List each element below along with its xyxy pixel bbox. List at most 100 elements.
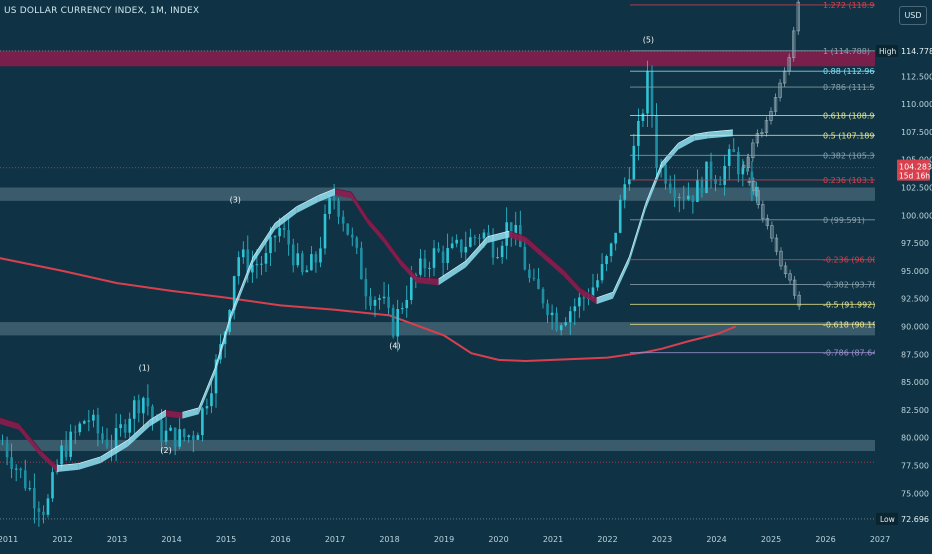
- ribbon-edge-22: [400, 258, 417, 277]
- candle-body-5: [23, 470, 27, 489]
- projection-down-body-11: [797, 294, 801, 307]
- ribbon-edge-7: [127, 419, 150, 441]
- candle-body-77: [350, 234, 354, 238]
- wave-label-4: (5): [643, 36, 654, 45]
- x-tick-13: 2024: [706, 535, 726, 544]
- candle-body-106: [482, 232, 486, 239]
- candle-body-61: [278, 227, 281, 237]
- fibonacci-levels: 1.272 (118.921) 1 (114.788) 0.88 (112.964)…: [630, 1, 888, 358]
- projection-up-body-2: [751, 142, 755, 159]
- ribbon-edge-9: [166, 409, 183, 413]
- candle-body-65: [296, 253, 300, 266]
- x-tick-6: 2017: [325, 535, 345, 544]
- candle-body-96: [437, 248, 440, 252]
- projection-up-body-1: [746, 157, 750, 168]
- zone-2: [0, 322, 875, 336]
- projection-up-body-11: [792, 30, 796, 58]
- ribbon-segment-17: [318, 188, 335, 202]
- candle-body-122: [555, 312, 558, 331]
- candle-body-28: [128, 418, 132, 433]
- candle-body-110: [500, 245, 504, 258]
- candle-body-55: [251, 264, 254, 273]
- candle-body-6: [28, 488, 32, 490]
- chart-title: US DOLLAR CURRENCY INDEX, 1M, INDEX: [4, 6, 200, 16]
- candle-body-124: [564, 322, 568, 326]
- low-tag: [876, 512, 898, 525]
- projection-down-body-0: [747, 181, 751, 183]
- ribbon-edge-15: [274, 206, 298, 224]
- candle-body-147: [668, 183, 672, 190]
- ribbon-segment-22: [400, 258, 417, 283]
- ribbon-edge-36: [661, 142, 679, 163]
- support-resistance-zones: [0, 50, 875, 452]
- candle-body-131: [596, 280, 599, 288]
- candle-body-9: [42, 511, 45, 515]
- candle-body-38: [173, 427, 177, 447]
- candle-body-119: [541, 289, 545, 304]
- ribbon-segment-37: [678, 134, 695, 150]
- ribbon-edge-13: [231, 256, 254, 313]
- candle-body-130: [591, 287, 595, 299]
- candle-body-71: [323, 213, 327, 249]
- y-tick-14: 77.500: [901, 462, 929, 471]
- candle-body-143: [650, 71, 654, 116]
- candle-body-2: [10, 457, 13, 470]
- candle-body-158: [718, 183, 722, 185]
- x-tick-15: 2026: [815, 535, 835, 544]
- candle-body-33: [151, 406, 154, 419]
- candle-body-117: [532, 277, 536, 279]
- candle-body-78: [355, 237, 359, 248]
- ribbon-segment-14: [253, 223, 276, 263]
- wave-labels: (1) (2) (3) (4) (5): [139, 36, 654, 455]
- projection-down-body-5: [770, 225, 774, 239]
- candle-body-166: [755, 186, 758, 197]
- x-axis[interactable]: 2011 2012 2013 2014 2015 2016 2017 2018 2019 2020…: [0, 529, 890, 550]
- candle-body-132: [600, 264, 604, 281]
- zone-1: [0, 187, 875, 201]
- x-tick-12: 2023: [652, 535, 672, 544]
- projection-up-body-3: [755, 133, 760, 144]
- projection-down-body-10: [792, 279, 797, 296]
- candle-body-13: [60, 445, 63, 465]
- candle-body-10: [46, 498, 50, 515]
- candle-body-73: [332, 197, 336, 201]
- wave-label-3: (4): [389, 341, 400, 350]
- candle-body-45: [205, 406, 209, 409]
- candle-body-62: [282, 227, 286, 231]
- ribbon-segment-23: [416, 276, 439, 286]
- candle-body-70: [319, 248, 322, 263]
- candle-body-121: [550, 312, 554, 316]
- y-tick-9: 90.000: [901, 323, 929, 332]
- candle-body-118: [537, 278, 540, 290]
- candle-body-104: [473, 237, 477, 239]
- ribbon-segment-2: [18, 423, 41, 457]
- candle-body-30: [137, 400, 141, 414]
- ribbon-edge-18: [334, 188, 352, 193]
- candle-body-125: [568, 311, 572, 323]
- candle-body-7: [33, 488, 36, 509]
- y-axis[interactable]: 112.500110.000107.500105.000102.500100.0…: [875, 0, 932, 550]
- candle-body-76: [346, 223, 350, 235]
- moving-average-path: [0, 257, 736, 363]
- ribbon-edge-29: [541, 250, 565, 271]
- currency-button[interactable]: USD: [899, 6, 927, 25]
- candle-body-154: [700, 179, 704, 193]
- ribbon-segment-12: [215, 312, 232, 375]
- ribbon-segment-11: [198, 367, 216, 415]
- ribbon-edge-8: [149, 409, 167, 421]
- moving-average-line: [0, 257, 736, 363]
- ribbon-edge-25: [465, 236, 488, 262]
- candle-body-146: [664, 164, 667, 184]
- y-tick-12: 82.500: [901, 406, 929, 415]
- candle-body-4: [19, 468, 23, 471]
- ribbon-segment-20: [367, 217, 385, 243]
- candle-body-155: [705, 161, 708, 193]
- candle-body-116: [528, 269, 531, 278]
- projection-down-body-7: [779, 250, 783, 267]
- x-tick-3: 2014: [161, 535, 181, 544]
- fib-label-8: 0 (99.591): [823, 216, 865, 225]
- candle-body-100: [455, 239, 459, 244]
- candle-body-161: [732, 149, 736, 152]
- ribbon-edge-6: [100, 439, 129, 457]
